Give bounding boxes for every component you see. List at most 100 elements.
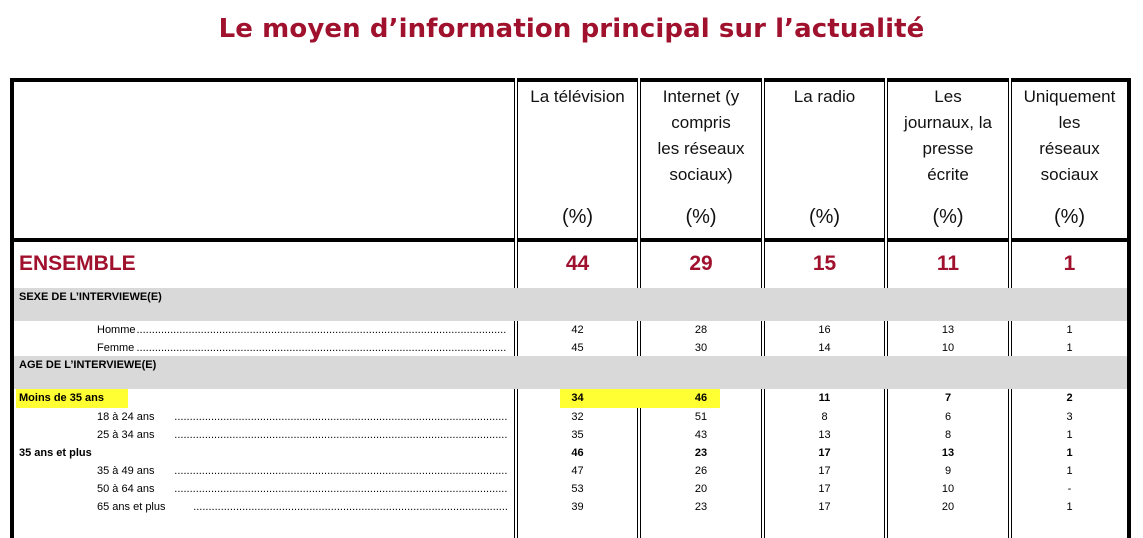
row-label: Moins de 35 ans <box>19 392 104 404</box>
row-label: 35 à 49 ans <box>97 465 155 477</box>
cell-value: 2 <box>1066 392 1073 404</box>
column-header-line: journaux, la <box>904 113 992 132</box>
results-table: La télévision (%) Internet (y compris les ré… <box>10 78 1131 538</box>
cell-value: 42 <box>571 324 584 336</box>
cell-value: 53 <box>571 483 584 495</box>
row-label: 35 ans et plus <box>19 447 92 459</box>
cell-value: 9 <box>944 465 952 477</box>
table-border-top <box>10 78 1131 82</box>
cell-value: 47 <box>571 465 584 477</box>
cell-value: 51 <box>694 411 708 423</box>
cell-value: 39 <box>571 501 584 513</box>
column-header: La télévision (%) <box>518 84 637 228</box>
header-divider <box>10 238 1131 242</box>
section-title: AGE DE L’INTERVIEWE(E) <box>19 359 157 371</box>
cell-value: 17 <box>818 465 831 477</box>
row-label: 65 ans et plus <box>97 501 166 513</box>
table-border-right <box>1127 78 1131 538</box>
section-band <box>14 288 1127 321</box>
column-header-line: les réseaux <box>657 139 745 158</box>
cell-value: 45 <box>571 342 584 354</box>
cell-value: 46 <box>571 447 584 459</box>
cell-value: 26 <box>694 465 708 477</box>
column-header-line: écrite <box>927 165 969 184</box>
cell-value: 1 <box>1066 465 1073 477</box>
leader-dots: ........................................… <box>136 324 508 336</box>
column-unit: (%) <box>932 206 964 228</box>
cell-value: 32 <box>571 411 584 423</box>
column-header-line: presse <box>922 139 974 158</box>
column-header: La radio (%) <box>765 84 884 228</box>
cell-value: 20 <box>941 501 955 513</box>
column-unit: (%) <box>685 206 717 228</box>
cell-value: 10 <box>941 483 955 495</box>
row-label: Homme <box>97 324 136 336</box>
cell-value: 23 <box>694 501 708 513</box>
column-header-line: sociaux) <box>669 165 733 184</box>
ensemble-value: 44 <box>565 252 590 275</box>
ensemble-value: 1 <box>1063 252 1076 275</box>
section-band <box>14 356 1127 389</box>
ensemble-value: 15 <box>812 252 837 275</box>
cell-value: 13 <box>941 447 955 459</box>
cell-value: 1 <box>1066 324 1073 336</box>
leader-dots: ........................................… <box>174 411 507 423</box>
leader-dots: ........................................… <box>174 429 507 441</box>
cell-value: - <box>1067 483 1072 495</box>
leader-dots: ........................................… <box>174 483 507 495</box>
highlight-mark <box>560 389 720 408</box>
column-header-line: sociaux <box>1040 165 1099 184</box>
ensemble-label: ENSEMBLE <box>19 252 136 275</box>
cell-value: 14 <box>818 342 831 354</box>
cell-value: 1 <box>1066 429 1073 441</box>
cell-value: 30 <box>694 342 708 354</box>
cell-value: 13 <box>818 429 831 441</box>
cell-value: 28 <box>694 324 708 336</box>
column-unit: (%) <box>561 206 594 228</box>
cell-value: 7 <box>944 392 952 404</box>
column-header-line: Les <box>934 87 962 106</box>
page-title: Le moyen d’information principal sur l’a… <box>218 14 925 44</box>
cell-value: 35 <box>571 429 584 441</box>
column-header-line: La télévision <box>530 87 625 106</box>
column-header: Les journaux, la presse écrite (%) <box>888 84 1008 228</box>
cell-value: 34 <box>571 392 584 404</box>
cell-value: 16 <box>818 324 831 336</box>
column-header-line: Uniquement <box>1023 87 1116 106</box>
ensemble-value: 29 <box>689 252 713 275</box>
cell-value: 17 <box>818 501 831 513</box>
column-header-line: La radio <box>793 87 856 106</box>
leader-dots: ........................................… <box>174 465 507 477</box>
table-border-left <box>10 78 14 538</box>
row-label: 18 à 24 ans <box>97 411 155 423</box>
cell-value: 3 <box>1066 411 1073 423</box>
section-title: SEXE DE L’INTERVIEWE(E) <box>19 291 162 303</box>
cell-value: 11 <box>818 392 831 404</box>
cell-value: 20 <box>694 483 708 495</box>
row-label: Femme <box>97 342 135 354</box>
column-header: Uniquement les réseaux sociaux (%) <box>1012 84 1127 228</box>
column-header-line: réseaux <box>1039 139 1100 158</box>
cell-value: 1 <box>1066 447 1073 459</box>
leader-dots: ........................................… <box>193 501 507 513</box>
cell-value: 8 <box>944 429 952 441</box>
cell-value: 1 <box>1066 342 1073 354</box>
column-unit: (%) <box>1053 206 1086 228</box>
highlight-mark <box>16 389 128 408</box>
cell-value: 46 <box>694 392 708 404</box>
column-unit: (%) <box>808 206 841 228</box>
cell-value: 6 <box>944 411 952 423</box>
cell-value: 43 <box>694 429 708 441</box>
cell-value: 17 <box>818 447 831 459</box>
cell-value: 13 <box>941 324 955 336</box>
cell-value: 23 <box>694 447 708 459</box>
column-header-line: les <box>1058 113 1081 132</box>
cell-value: 8 <box>821 411 828 423</box>
ensemble-value: 11 <box>936 252 960 275</box>
column-header: Internet (y compris les réseaux sociaux) (%) <box>641 84 761 228</box>
cell-value: 10 <box>941 342 955 354</box>
cell-value: 1 <box>1066 501 1073 513</box>
cell-value: 17 <box>818 483 831 495</box>
row-label: 25 à 34 ans <box>97 429 155 441</box>
column-header-line: Internet (y <box>662 87 740 106</box>
